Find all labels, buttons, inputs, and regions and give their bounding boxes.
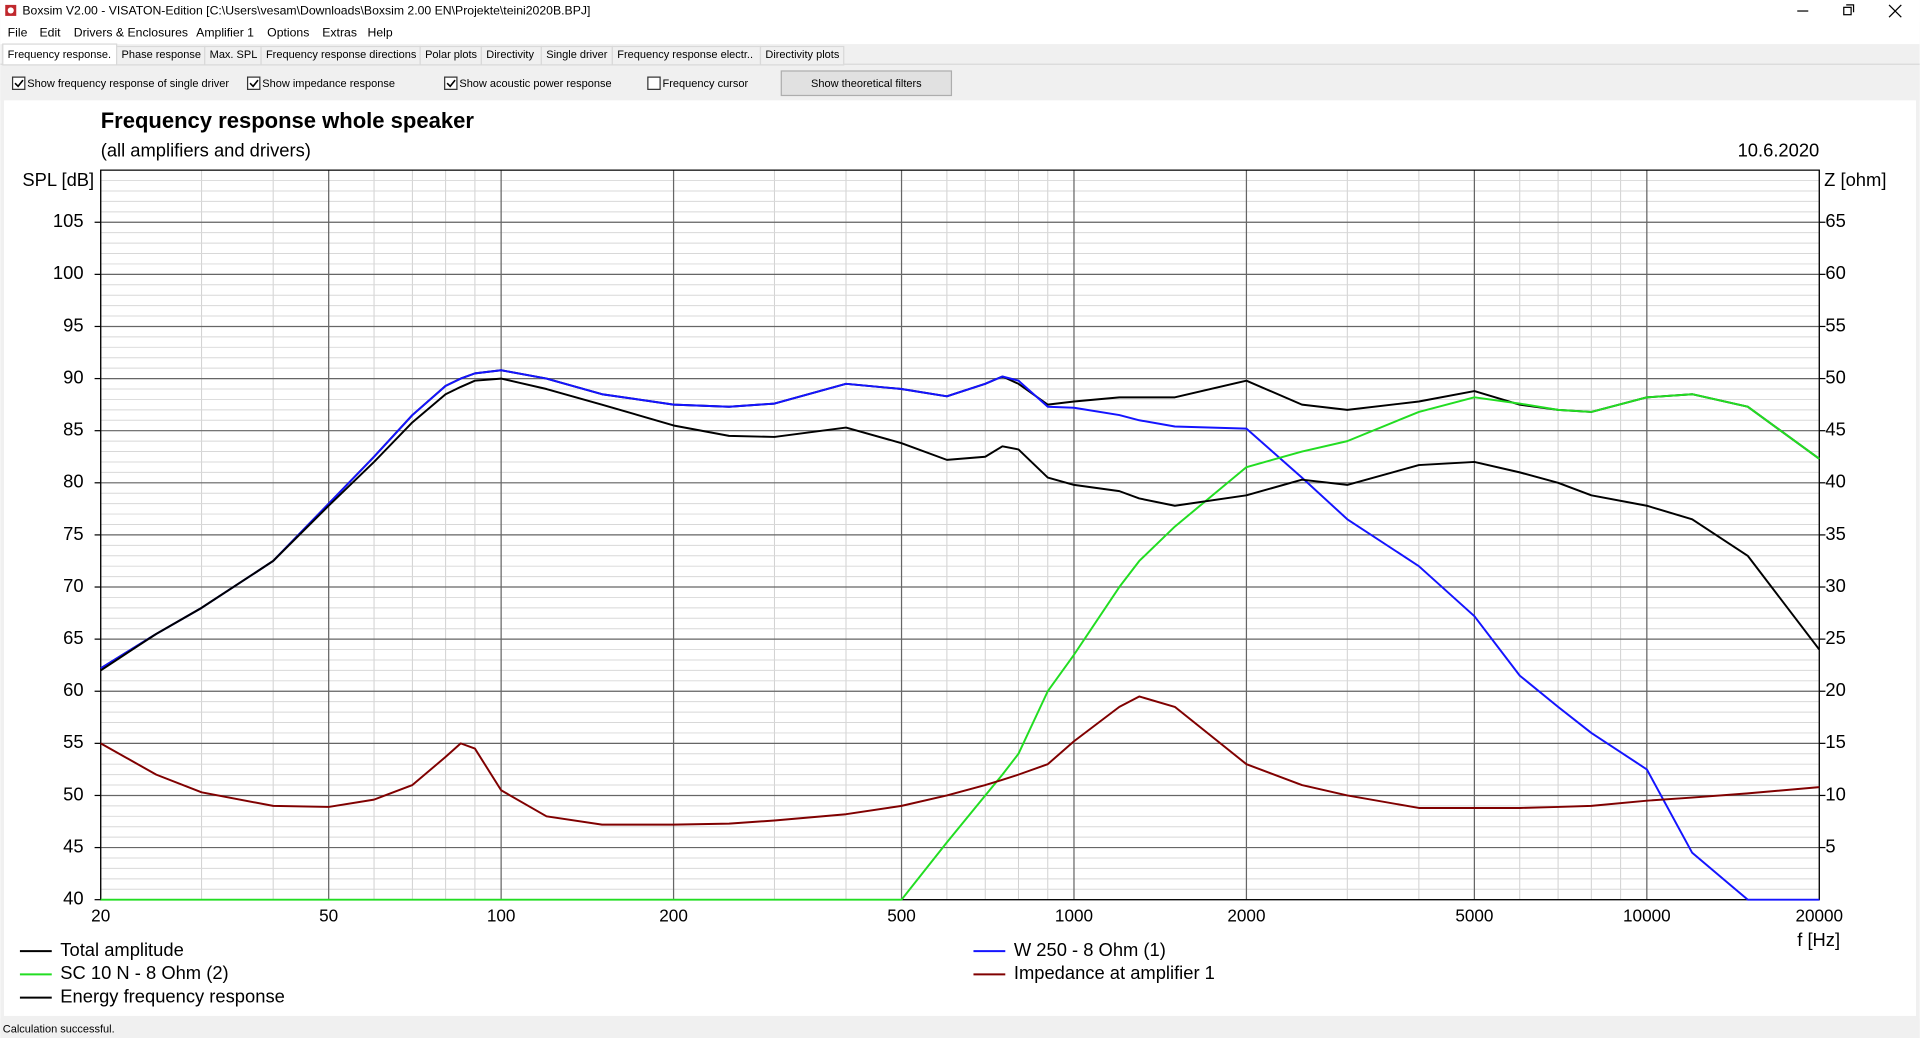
menu-bar: [0, 22, 1920, 45]
tab-label[interactable]: Max. SPL: [210, 49, 258, 61]
y-tick-label: 100: [53, 262, 84, 283]
y-tick-label: 80: [63, 471, 83, 492]
y2-tick-label: 45: [1825, 419, 1845, 440]
x-axis-label: f [Hz]: [1797, 929, 1840, 950]
x-tick-label: 50: [319, 905, 338, 925]
checkbox-check: [446, 79, 456, 88]
checkbox[interactable]: [444, 76, 458, 90]
y-tick-label: 90: [63, 366, 83, 387]
y-axis-label: SPL [dB]: [22, 169, 94, 190]
y2-tick-label: 55: [1825, 314, 1845, 335]
chart-subtitle: (all amplifiers and drivers): [101, 140, 311, 161]
checkbox-label[interactable]: Frequency cursor: [663, 78, 749, 90]
checkbox[interactable]: [11, 76, 26, 90]
y2-tick-label: 25: [1825, 627, 1845, 648]
x-tick-label: 20: [91, 905, 110, 925]
y2-tick-label: 35: [1825, 523, 1845, 544]
legend-label: Total amplitude: [60, 939, 183, 960]
checkbox-check: [14, 79, 24, 88]
y2-tick-label: 50: [1825, 366, 1845, 387]
y-tick-label: 40: [63, 888, 83, 909]
button-label[interactable]: Show theoretical filters: [811, 78, 922, 90]
checkbox[interactable]: [246, 76, 261, 90]
y2-tick-label: 15: [1825, 731, 1845, 752]
title-bar: [0, 0, 1920, 23]
y2-tick-label: 60: [1825, 262, 1845, 283]
y2-tick-label: 20: [1825, 679, 1845, 700]
x-tick-label: 200: [659, 905, 688, 925]
menu-item[interactable]: Extras: [322, 25, 357, 39]
tab-label[interactable]: Frequency response directions: [266, 49, 417, 61]
x-tick-label: 1000: [1055, 905, 1093, 925]
tab-label[interactable]: Polar plots: [425, 49, 477, 61]
checkbox-label[interactable]: Show impedance response: [262, 78, 395, 90]
y-tick-label: 75: [63, 523, 83, 544]
button[interactable]: [780, 70, 953, 97]
close-button[interactable]: [1870, 0, 1920, 23]
checkbox[interactable]: [647, 76, 661, 90]
x-tick-label: 5000: [1455, 905, 1493, 925]
menu-item[interactable]: Drivers & Enclosures: [74, 25, 188, 39]
legend-label: W 250 - 8 Ohm (1): [1014, 939, 1166, 960]
y2-tick-label: 65: [1825, 210, 1845, 231]
legend-label: Impedance at amplifier 1: [1014, 962, 1215, 983]
y2-tick-label: 40: [1825, 471, 1845, 492]
tab-label[interactable]: Phase response: [122, 49, 202, 61]
series-line: [100, 393, 1820, 901]
y-tick-label: 60: [63, 679, 83, 700]
y-tick-label: 45: [63, 835, 83, 856]
tab-label[interactable]: Directivity plots: [765, 49, 839, 61]
y-tick-label: 50: [63, 783, 83, 804]
y2-tick-label: 5: [1825, 835, 1835, 856]
checkbox-label[interactable]: Show frequency response of single driver: [27, 78, 229, 90]
window-title: Boxsim V2.00 - VISATON-Edition [C:\Users…: [22, 3, 590, 17]
minimize-button[interactable]: [1777, 0, 1827, 23]
legend-label: SC 10 N - 8 Ohm (2): [60, 962, 228, 983]
status-bar: [0, 1018, 1920, 1038]
y-tick-label: 65: [63, 627, 83, 648]
y-tick-label: 85: [63, 419, 83, 440]
series-line: [100, 377, 1821, 672]
chart-date: 10.6.2020: [1738, 140, 1820, 161]
y-tick-label: 95: [63, 314, 83, 335]
chart-panel: [4, 100, 1916, 1016]
x-tick-label: 100: [487, 905, 516, 925]
plot-frame: [100, 169, 1820, 901]
y-tick-label: 55: [63, 731, 83, 752]
app-icon: [5, 4, 17, 16]
x-tick-label: 500: [887, 905, 916, 925]
y2-axis-label: Z [ohm]: [1824, 169, 1886, 190]
x-tick-label: 2000: [1227, 905, 1265, 925]
y2-tick-label: 30: [1825, 575, 1845, 596]
series-line: [100, 369, 1820, 901]
y-tick-label: 70: [63, 575, 83, 596]
legend-label: Energy frequency response: [60, 985, 285, 1006]
y-tick-label: 105: [53, 210, 84, 231]
restore-button[interactable]: [1826, 0, 1871, 23]
menu-item[interactable]: File: [8, 25, 28, 39]
tab-label[interactable]: Directivity: [486, 49, 534, 61]
toolbar: [0, 64, 1920, 101]
y2-tick-label: 10: [1825, 783, 1845, 804]
checkbox-check: [249, 79, 259, 88]
x-tick-label: 20000: [1795, 905, 1843, 925]
menu-item[interactable]: Help: [368, 25, 393, 39]
status-text: Calculation successful.: [3, 1023, 115, 1035]
tab-label[interactable]: Single driver: [546, 49, 607, 61]
tab-label[interactable]: Frequency response.: [8, 49, 111, 61]
chart-title: Frequency response whole speaker: [101, 108, 475, 133]
tab-label[interactable]: Frequency response electr..: [617, 49, 753, 61]
menu-item[interactable]: Amplifier 1: [196, 25, 254, 39]
checkbox-label[interactable]: Show acoustic power response: [459, 78, 611, 90]
tab[interactable]: [759, 45, 845, 66]
x-tick-label: 10000: [1623, 905, 1671, 925]
menu-item[interactable]: Options: [267, 25, 309, 39]
menu-item[interactable]: Edit: [40, 25, 62, 39]
series-line: [100, 695, 1820, 826]
